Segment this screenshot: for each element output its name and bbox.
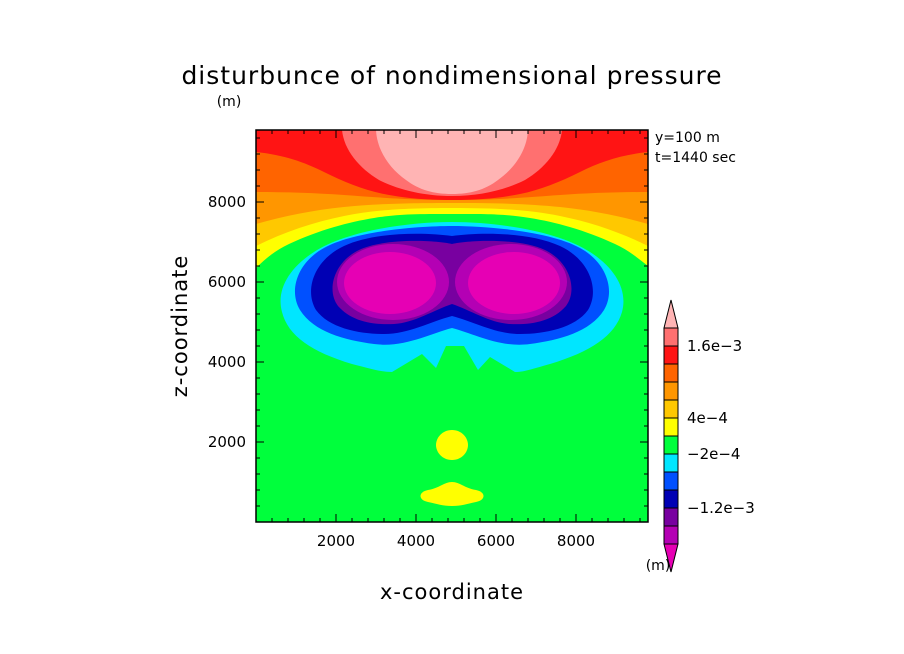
colorbar-top-cap	[663, 299, 679, 329]
colorbar-label: −1.2e−3	[687, 499, 755, 517]
colorbar-box	[663, 345, 679, 365]
contour-field	[256, 130, 648, 522]
y-tick-labels: 2000 4000 6000 8000	[208, 193, 246, 451]
x-tick-label: 6000	[477, 532, 515, 550]
y-tick-label: 8000	[208, 193, 246, 211]
colorbar-labels: 1.6e−3 4e−4 −2e−4 −1.2e−3	[687, 337, 755, 517]
y-tick-label: 6000	[208, 273, 246, 291]
colorbar-box	[663, 327, 679, 347]
plot-frame	[255, 129, 649, 523]
colorbar-label: 4e−4	[687, 409, 728, 427]
x-tick-labels: 2000 4000 6000 8000	[317, 532, 595, 550]
colorbar-label: 1.6e−3	[687, 337, 742, 355]
colorbar	[663, 299, 679, 573]
info-line-1: y=100 m	[655, 130, 720, 146]
x-unit-label: (m)	[646, 558, 671, 574]
colorbar-bottom-cap	[663, 543, 679, 573]
x-tick-label: 4000	[397, 532, 435, 550]
y-unit-label: (m)	[217, 94, 242, 110]
colorbar-box	[663, 507, 679, 527]
level-magenta-right	[468, 252, 560, 314]
colorbar-box	[663, 399, 679, 419]
level-pink-max	[376, 130, 528, 194]
chart-title: disturbunce of nondimensional pressure	[181, 61, 722, 90]
x-axis-label: x-coordinate	[380, 580, 524, 604]
colorbar-box	[663, 417, 679, 437]
y-tick-label: 2000	[208, 433, 246, 451]
x-tick-label: 2000	[317, 532, 355, 550]
plot-border	[255, 129, 649, 523]
yellow-blob-lower	[420, 482, 484, 506]
colorbar-box	[663, 435, 679, 455]
level-magenta-left	[344, 252, 436, 314]
colorbar-box	[663, 381, 679, 401]
colorbar-box	[663, 489, 679, 509]
info-line-2: t=1440 sec	[655, 150, 736, 166]
colorbar-box	[663, 525, 679, 545]
colorbar-label: −2e−4	[687, 445, 740, 463]
colorbar-box	[663, 453, 679, 473]
colorbar-box	[663, 471, 679, 491]
x-tick-label: 8000	[557, 532, 595, 550]
yellow-blob-upper	[436, 430, 468, 460]
y-tick-label: 4000	[208, 353, 246, 371]
y-axis-label: z-coordinate	[168, 255, 192, 398]
colorbar-box	[663, 363, 679, 383]
axis-ticks	[256, 130, 648, 522]
